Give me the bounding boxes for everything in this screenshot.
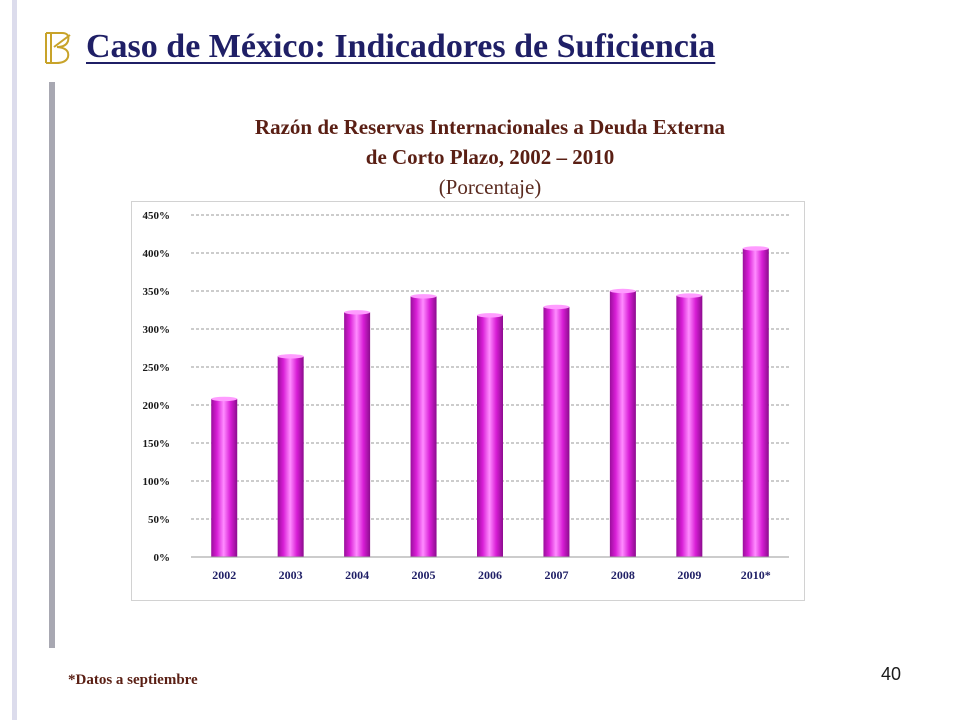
y-tick-label: 150%: [143, 438, 171, 450]
bar: [609, 291, 636, 557]
bar-top: [742, 246, 769, 251]
y-tick-label: 450%: [143, 210, 171, 222]
y-tick-label: 400%: [143, 248, 171, 260]
bar: [742, 248, 769, 557]
y-tick-label: 350%: [143, 286, 171, 298]
left-edge-rule: [12, 0, 17, 720]
y-tick-label: 300%: [143, 324, 171, 336]
footnote: *Datos a septiembre: [68, 672, 198, 688]
x-tick-label: 2005: [412, 568, 436, 582]
bar-top: [344, 310, 371, 315]
axes: 0% 50% 100% 150% 200% 250% 300% 350% 400% 450% 200…: [143, 210, 789, 582]
bar: [277, 356, 304, 557]
y-tick-label: 200%: [143, 400, 171, 412]
bar: [410, 296, 437, 557]
slide-header: Caso de México: Indicadores de Suficienc…: [40, 22, 715, 72]
bar-chart: 0% 50% 100% 150% 200% 250% 300% 350% 400% 450% 200…: [131, 201, 805, 601]
x-tick-label: 2002: [212, 568, 236, 582]
bar-top: [477, 313, 503, 318]
bar: [344, 312, 371, 557]
x-tick-label: 2009: [677, 568, 701, 582]
bar: [211, 398, 238, 557]
x-tick-label: 2006: [478, 568, 502, 582]
bar-top: [676, 293, 703, 298]
y-tick-label: 0%: [154, 552, 171, 564]
bar-top: [211, 396, 238, 402]
bar-top: [543, 304, 570, 310]
page-title: Caso de México: Indicadores de Suficienc…: [86, 28, 716, 65]
chart-heading: Razón de Reservas Internacionales a Deud…: [130, 112, 850, 202]
bar: [676, 295, 703, 557]
x-tick-label: 2008: [611, 568, 635, 582]
y-tick-label: 250%: [143, 362, 171, 374]
x-tick-label: 2010*: [741, 568, 771, 582]
bar: [543, 306, 570, 557]
bar-top: [410, 294, 437, 299]
y-tick-label: 100%: [143, 476, 171, 488]
bar: [477, 315, 503, 557]
chart-title-line-1: Razón de Reservas Internacionales a Deud…: [254, 115, 726, 139]
page-number: 40: [881, 664, 902, 684]
x-tick-label: 2007: [544, 568, 568, 582]
bar-chart-canvas: 0% 50% 100% 150% 200% 250% 300% 350% 400% 450% 200…: [143, 210, 789, 582]
y-tick-label: 50%: [148, 514, 170, 526]
chart-subtitle: (Porcentaje): [438, 175, 542, 199]
content-rule: [49, 82, 55, 648]
bar-top: [277, 354, 304, 359]
x-tick-label: 2004: [345, 568, 369, 582]
x-tick-label: 2003: [279, 568, 303, 582]
stylized-b-logo-icon: [45, 32, 71, 64]
bars: [211, 246, 769, 557]
chart-title-line-2: de Corto Plazo, 2002 – 2010: [365, 145, 615, 169]
bar-top: [609, 288, 636, 294]
